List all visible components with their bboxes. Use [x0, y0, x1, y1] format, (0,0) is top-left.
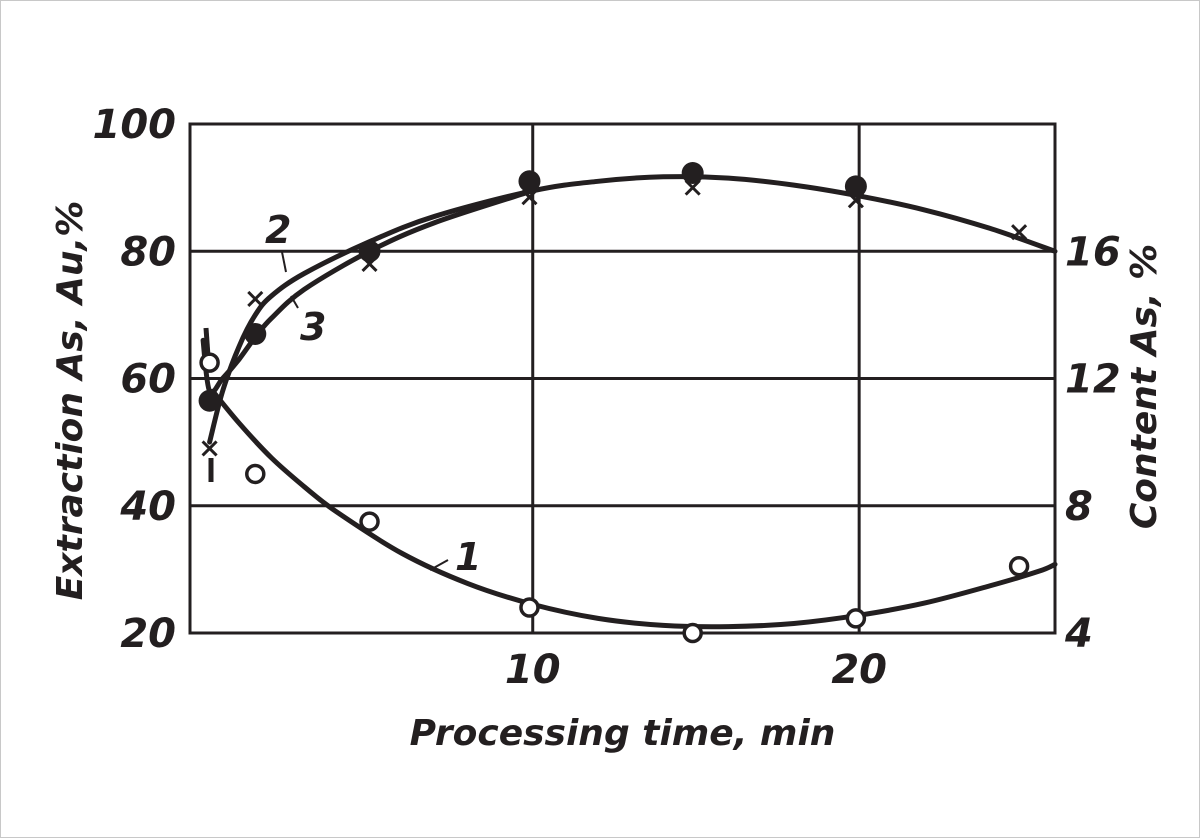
point-2-4 — [684, 179, 701, 196]
y-tick-label-40: 40 — [119, 484, 176, 530]
point-3-4 — [681, 161, 704, 184]
x-tick-label-20: 20 — [831, 647, 887, 693]
y-tick-label-80: 80 — [120, 229, 176, 275]
leader-line-2 — [281, 251, 287, 273]
series-label-2: 2 — [265, 208, 291, 252]
point-3-0 — [198, 389, 221, 412]
y-tick-label-60: 60 — [120, 357, 176, 403]
point-3-2 — [358, 240, 381, 263]
point-1-0 — [199, 352, 220, 373]
series-labels: 1 2 3 — [203, 208, 481, 579]
point-1-5 — [845, 608, 867, 629]
y2-tick-label-12: 12 — [1065, 357, 1121, 403]
point-1-3 — [519, 597, 540, 618]
y2-tick-label-8: 8 — [1065, 484, 1093, 530]
point-3-3 — [518, 170, 541, 193]
y-axis-label: Extraction As, Au,% — [50, 201, 91, 601]
series-label-3: 3 — [300, 305, 326, 349]
data-markers — [198, 161, 1030, 644]
y2-tick-label-16: 16 — [1065, 229, 1121, 275]
point-1-4 — [682, 622, 703, 644]
grid — [188, 122, 1057, 635]
point-3-1 — [244, 322, 267, 345]
leader-line-1 — [429, 559, 449, 571]
point-3-5 — [844, 175, 867, 198]
point-2-6 — [1011, 224, 1028, 241]
point-1-1 — [245, 463, 266, 485]
error-bar-top — [203, 327, 211, 357]
fit-curves — [200, 174, 1058, 630]
point-2-0 — [201, 440, 218, 457]
point-2-3 — [521, 189, 538, 206]
series-label-1: 1 — [455, 535, 481, 579]
y2-tick-label-4: 4 — [1064, 611, 1093, 657]
point-2-1 — [247, 290, 264, 308]
leader-line-3 — [290, 295, 299, 309]
x-tick-label-10: 10 — [505, 647, 561, 693]
y-tick-label-100: 100 — [93, 102, 177, 148]
point-1-2 — [359, 511, 380, 532]
curve-2 — [207, 174, 1058, 445]
curve-3 — [200, 188, 536, 396]
x-axis-label: Processing time, min — [410, 713, 836, 754]
y-tick-label-20: 20 — [120, 611, 176, 657]
y2-axis-label: Content As, % — [1124, 244, 1165, 529]
point-1-6 — [1008, 555, 1030, 577]
curve-1 — [210, 388, 1058, 630]
